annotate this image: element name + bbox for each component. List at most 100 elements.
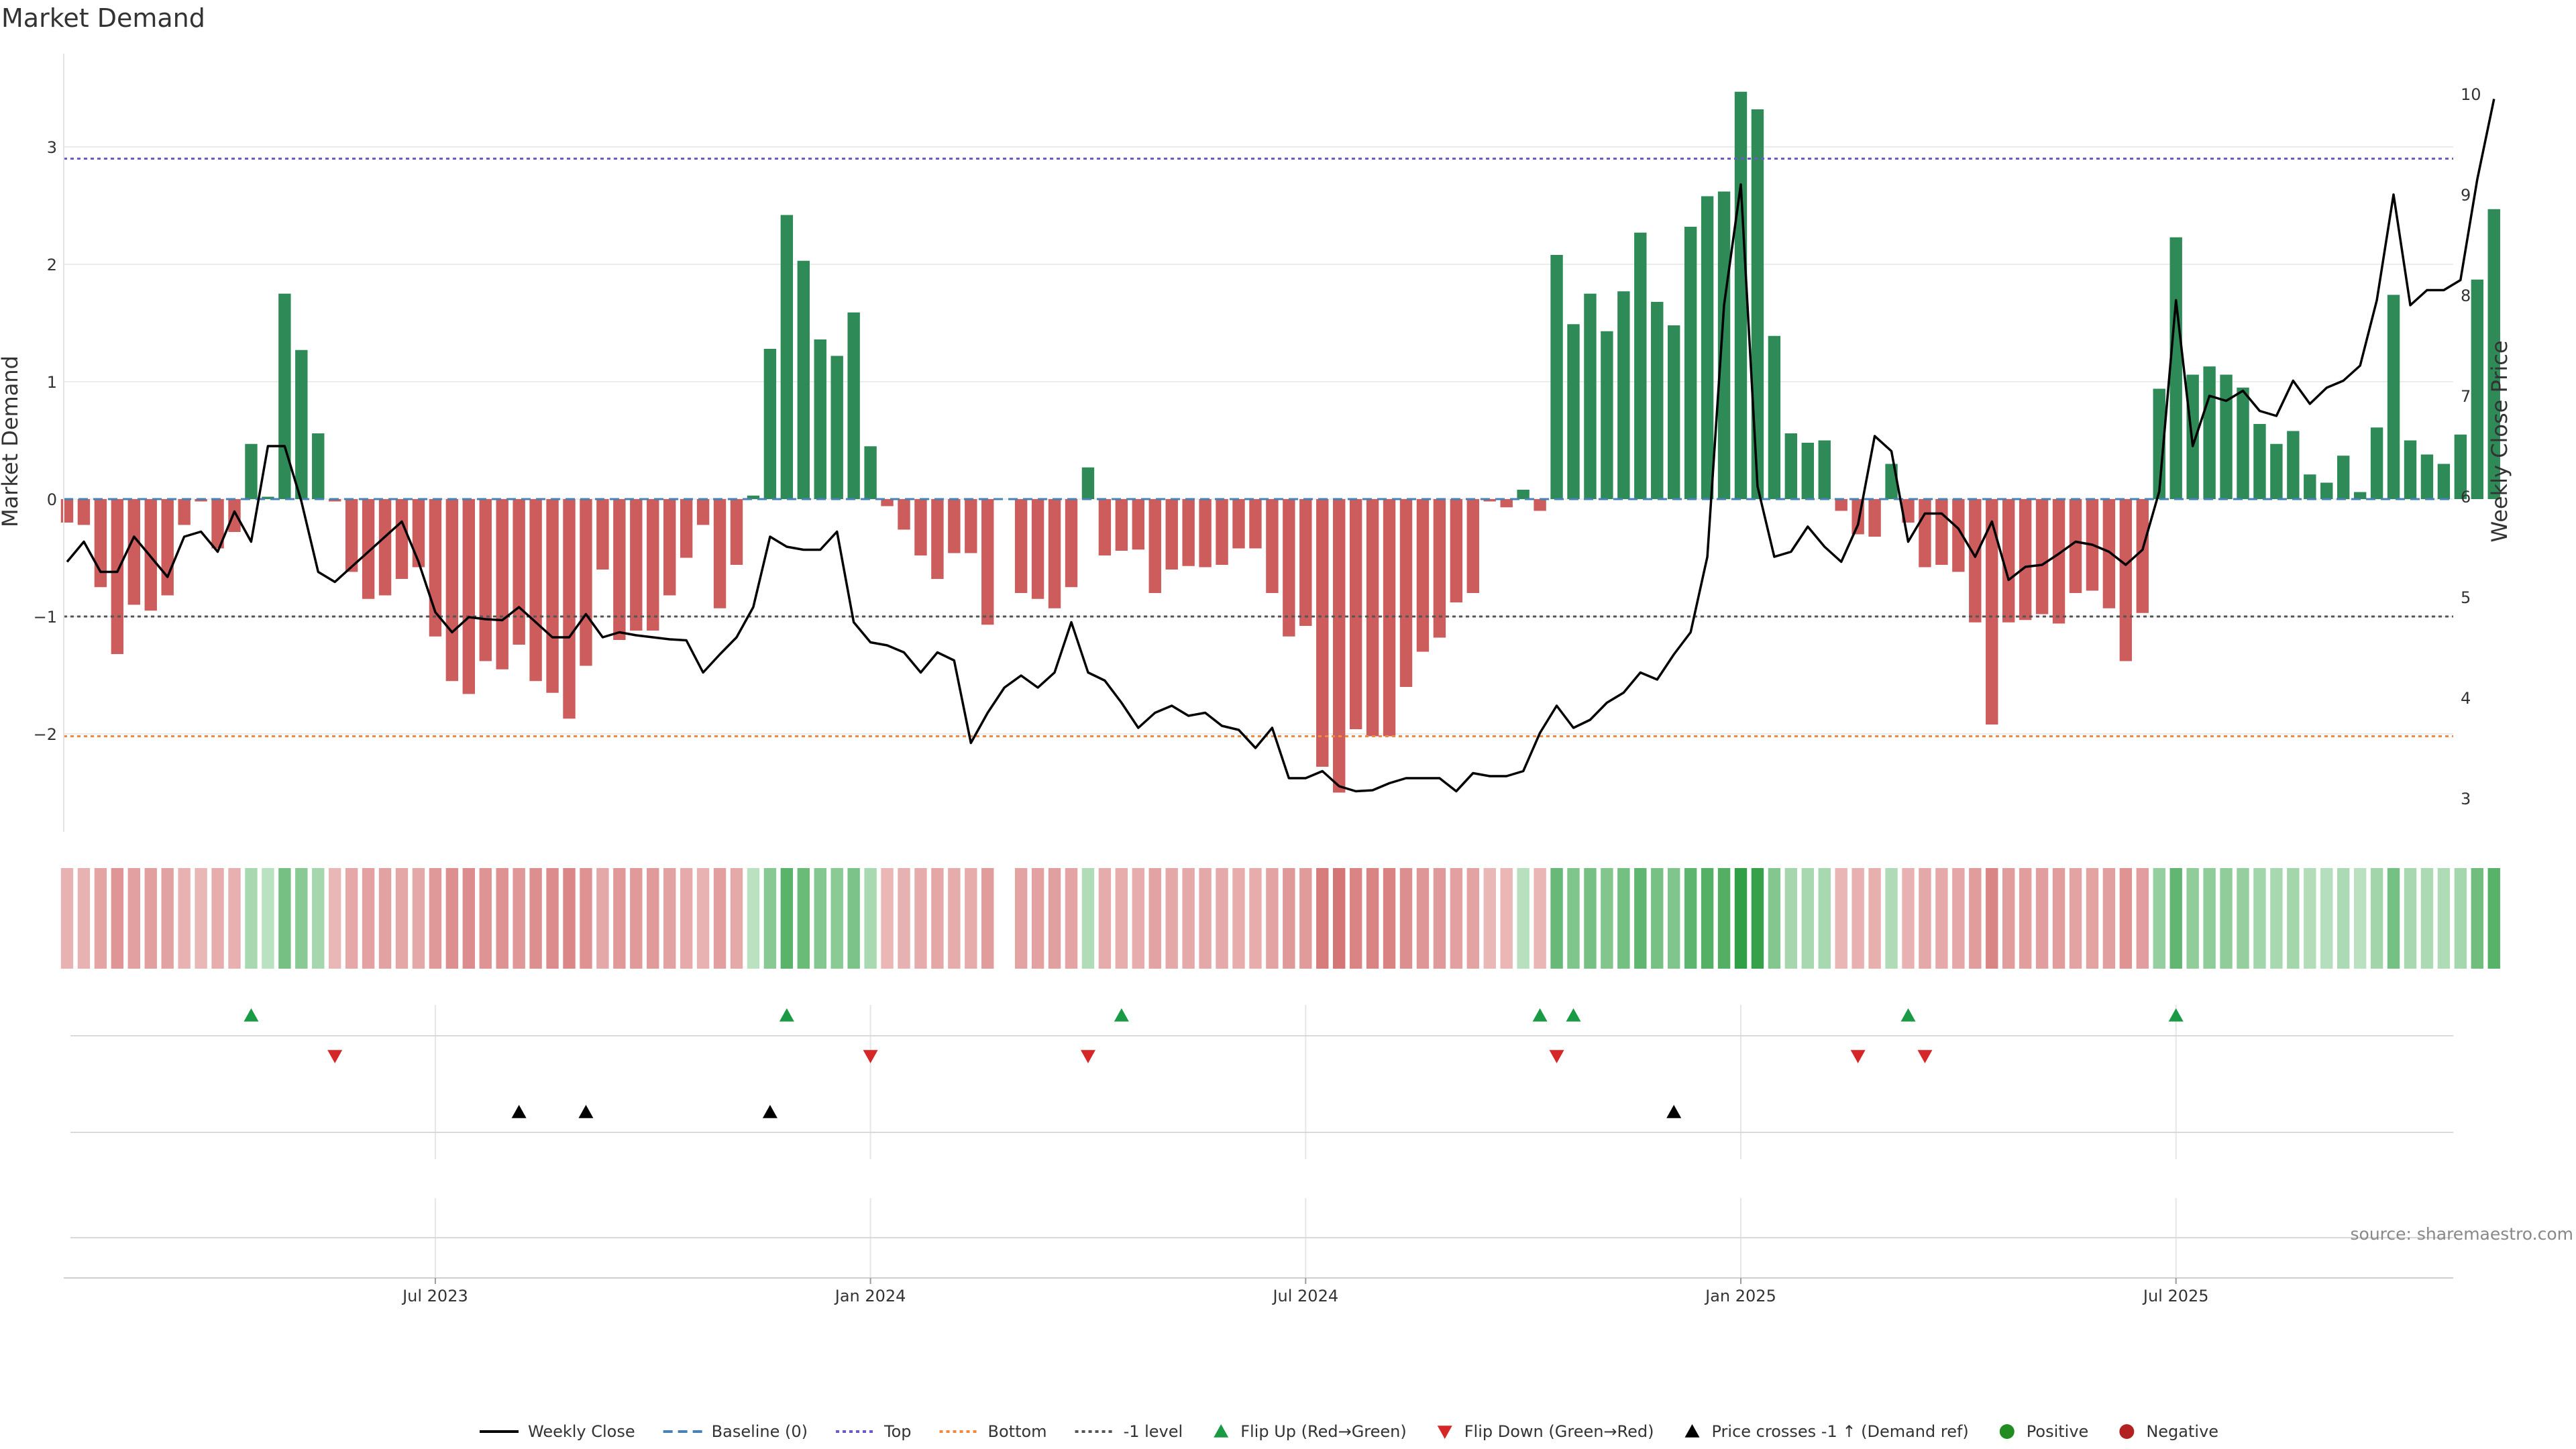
heat-cell — [1534, 868, 1546, 969]
heat-cell — [881, 868, 894, 969]
heat-cell — [1416, 868, 1430, 969]
heat-cell — [2487, 868, 2500, 969]
legend-label: Top — [883, 1422, 912, 1441]
legend-label: Price crosses -1 ↑ (Demand ref) — [1712, 1422, 1969, 1441]
heat-cell — [2019, 868, 2032, 969]
demand-bar-negative — [914, 499, 927, 555]
demand-bar-negative — [680, 499, 693, 558]
heat-cell — [1986, 868, 1998, 969]
demand-bar-negative — [2102, 499, 2116, 608]
demand-bar-positive — [2220, 374, 2233, 499]
heat-cell — [178, 868, 191, 969]
demand-bar-negative — [580, 499, 592, 666]
price-cross-marker — [1666, 1105, 1682, 1118]
demand-bar-negative — [1383, 499, 1396, 737]
demand-bar-positive — [780, 215, 794, 499]
heat-cell — [747, 868, 760, 969]
heat-cell — [2119, 868, 2133, 969]
grid-layer — [64, 146, 2453, 735]
demand-bar-negative — [1098, 499, 1112, 555]
flip-up-marker — [779, 1008, 794, 1022]
heat-cell — [1132, 868, 1144, 969]
demand-bar-negative — [1534, 499, 1546, 511]
heat-cell — [395, 868, 409, 969]
demand-bar-negative — [1115, 499, 1128, 551]
demand-bar-positive — [1684, 227, 1697, 499]
demand-bar-positive — [847, 312, 860, 499]
heat-cell — [1868, 868, 1881, 969]
legend-label: Weekly Close — [528, 1422, 635, 1441]
y2-tick-label: 8 — [2461, 286, 2471, 305]
heat-cell — [1266, 868, 1279, 969]
demand-bar-negative — [195, 499, 207, 502]
demand-bar-negative — [1249, 499, 1262, 549]
heat-cell — [127, 868, 140, 969]
heat-cell — [445, 868, 459, 969]
heat-cell — [1969, 868, 1982, 969]
demand-bar-positive — [2337, 455, 2350, 499]
demand-bar-negative — [1299, 499, 1312, 626]
demand-bar-negative — [613, 499, 626, 640]
price-cross-marker — [762, 1105, 777, 1118]
y-tick-label: 3 — [47, 138, 57, 157]
demand-bar-negative — [1500, 499, 1513, 508]
demand-bar-negative — [981, 499, 994, 625]
legend-label: Bottom — [988, 1422, 1047, 1441]
demand-bar-negative — [77, 499, 91, 525]
axes: −2 −1 0 1 2 3 3 4 5 6 7 8 9 10 — [34, 54, 2481, 832]
demand-bar-negative — [730, 499, 743, 565]
weekly-close-line — [66, 99, 2496, 793]
heat-cell — [278, 868, 291, 969]
heat-cell — [1634, 868, 1647, 969]
y2-axis-label: Weekly Close Price — [2487, 340, 2512, 542]
heat-cell — [797, 868, 810, 969]
legend-item-negative: Negative — [2119, 1422, 2218, 1441]
heat-cell — [2387, 868, 2400, 969]
demand-bar-positive — [797, 260, 810, 499]
demand-bar-negative — [329, 499, 341, 502]
heat-cell — [1333, 868, 1346, 969]
heat-cell — [1450, 868, 1463, 969]
demand-bar-negative — [1148, 499, 1161, 593]
demand-bar-negative — [60, 499, 74, 523]
y2-tick-label: 7 — [2461, 387, 2471, 406]
demand-bar-negative — [178, 499, 191, 525]
heat-cell — [1801, 868, 1814, 969]
demand-bar-negative — [1349, 499, 1362, 729]
heat-cell — [830, 868, 843, 969]
demand-bar-negative — [362, 499, 375, 599]
legend-label: Negative — [2146, 1422, 2218, 1441]
legend-item-flipdown: Flip Down (Green→Red) — [1437, 1422, 1654, 1441]
demand-bar-negative — [2052, 499, 2065, 624]
heat-cell — [77, 868, 91, 969]
x-axis: Jul 2023 Jan 2024 Jul 2024 Jan 2025 Jul 2025 — [64, 1277, 2453, 1305]
demand-bar-negative — [211, 499, 224, 549]
flip-down-marker — [1850, 1050, 1866, 1063]
heat-cell — [329, 868, 341, 969]
demand-bar-positive — [2420, 454, 2434, 499]
flip-down-marker — [1917, 1050, 1933, 1063]
x-tick-label: Jan 2024 — [834, 1287, 906, 1305]
demand-bar-negative — [529, 499, 542, 682]
demand-bar-positive — [2304, 474, 2316, 499]
price-cross-marker — [578, 1105, 594, 1118]
demand-bar-negative — [1316, 499, 1329, 767]
heat-cell — [1751, 868, 1764, 969]
heat-cell — [847, 868, 860, 969]
heat-cell — [1098, 868, 1112, 969]
demand-bar-positive — [1634, 232, 1647, 499]
flip-up-marker — [1566, 1008, 1581, 1022]
heat-cell — [2320, 868, 2333, 969]
heat-cell — [228, 868, 241, 969]
heat-cell — [2035, 868, 2049, 969]
y-tick-label: −2 — [34, 725, 57, 744]
heat-cell — [1651, 868, 1664, 969]
heat-cell — [630, 868, 643, 969]
demand-bar-positive — [1701, 196, 1714, 499]
heat-cell — [1031, 868, 1044, 969]
legend-item-flipup: Flip Up (Red→Green) — [1214, 1422, 1407, 1441]
demand-bar-positive — [1801, 443, 1814, 499]
y-tick-label: 2 — [47, 256, 57, 274]
demand-bar-negative — [1014, 499, 1028, 593]
demand-heat-strip — [60, 868, 2500, 969]
